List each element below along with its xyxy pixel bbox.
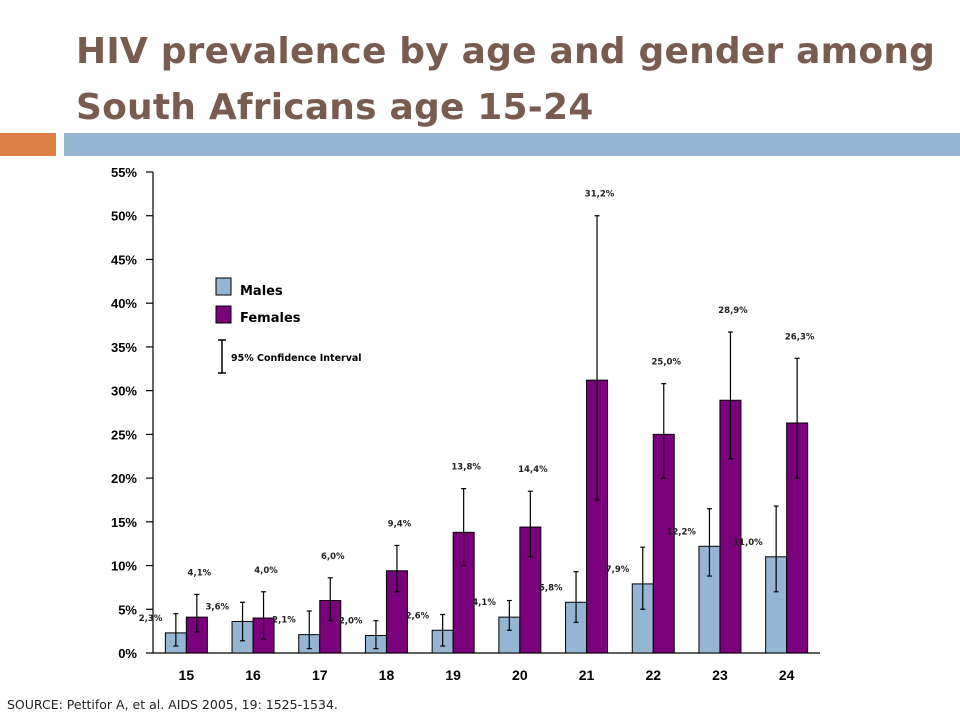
data-label-males-age-16: 3,6% <box>205 603 229 613</box>
y-tick-label: 45% <box>111 252 137 267</box>
x-tick-label: 24 <box>779 667 795 683</box>
x-tick: 24 <box>779 667 795 683</box>
data-label-males-age-15: 2,3% <box>139 614 163 624</box>
slide-title: HIV prevalence by age and gender among S… <box>76 31 936 128</box>
x-tick: 16 <box>245 667 261 683</box>
x-tick-label: 20 <box>512 667 528 683</box>
data-label-females-age-15: 4,1% <box>188 568 212 578</box>
y-tick-label: 5% <box>118 602 137 617</box>
error-bar-females-age-24 <box>794 357 800 479</box>
chart-data-labels: 2,3% 3,6% 2,1% 2,0% 2,6% 4,1% 5,8% 7,9% 12,2% 11,… <box>139 190 815 627</box>
chart-error-bars <box>173 215 800 650</box>
error-bar-females-age-21 <box>594 215 600 501</box>
data-label-males-age-23: 12,2% <box>666 527 696 537</box>
y-tick-label: 35% <box>111 340 137 355</box>
y-tick: 55% <box>111 165 153 180</box>
data-label-females-age-21: 31,2% <box>585 190 615 200</box>
x-tick-label: 16 <box>245 667 261 683</box>
error-bar-males-age-23 <box>706 508 712 577</box>
chart-bars <box>164 379 809 654</box>
data-label-females-age-22: 25,0% <box>652 358 682 368</box>
y-tick: 35% <box>111 340 153 355</box>
x-tick-label: 23 <box>712 667 728 683</box>
y-tick: 30% <box>111 384 153 399</box>
error-bar-females-age-20 <box>527 490 533 558</box>
data-label-males-age-20: 4,1% <box>472 598 496 608</box>
data-label-females-age-23: 28,9% <box>718 306 748 316</box>
source-note: SOURCE: Pettifor A, et al. AIDS 2005, 19… <box>7 697 338 712</box>
chart-legend: Males Females 95% Confidence Interval <box>215 277 362 374</box>
error-bar-males-age-22 <box>640 546 646 610</box>
x-tick-label: 19 <box>445 667 461 683</box>
data-label-females-age-17: 6,0% <box>321 552 345 562</box>
y-tick: 25% <box>111 427 153 442</box>
x-tick: 17 <box>312 667 328 683</box>
y-tick-label: 25% <box>111 427 137 442</box>
x-tick: 20 <box>512 667 528 683</box>
error-bar-females-age-19 <box>461 487 467 567</box>
error-bar-females-age-22 <box>661 383 667 479</box>
error-bar-males-age-20 <box>506 599 512 631</box>
x-tick: 23 <box>712 667 728 683</box>
error-bar-males-age-24 <box>773 505 779 593</box>
x-tick-label: 15 <box>179 667 195 683</box>
data-label-females-age-24: 26,3% <box>785 332 815 342</box>
y-tick: 10% <box>111 559 153 574</box>
data-label-females-age-19: 13,8% <box>451 463 481 473</box>
x-tick: 22 <box>645 667 661 683</box>
data-label-females-age-16: 4,0% <box>254 566 278 576</box>
x-tick-label: 21 <box>579 667 595 683</box>
error-bar-males-age-21 <box>573 571 579 623</box>
legend-ci-marker <box>218 339 226 374</box>
y-tick-label: 0% <box>118 646 137 661</box>
error-bar-females-age-18 <box>394 544 400 593</box>
y-tick: 5% <box>118 602 153 617</box>
y-tick-label: 50% <box>111 209 137 224</box>
title-accent-band-right <box>64 133 960 156</box>
error-bar-males-age-19 <box>440 613 446 647</box>
y-tick: 0% <box>118 646 153 661</box>
data-label-females-age-18: 9,4% <box>388 519 412 529</box>
x-tick: 19 <box>445 667 461 683</box>
error-bar-males-age-16 <box>240 601 246 642</box>
x-tick: 18 <box>379 667 395 683</box>
x-tick: 21 <box>579 667 595 683</box>
y-tick: 40% <box>111 296 153 311</box>
data-label-males-age-21: 5,8% <box>539 583 563 593</box>
error-bar-males-age-15 <box>173 613 179 647</box>
y-tick-label: 40% <box>111 296 137 311</box>
data-label-males-age-24: 11,0% <box>733 538 763 548</box>
y-tick: 20% <box>111 471 153 486</box>
x-tick-label: 17 <box>312 667 328 683</box>
data-label-males-age-17: 2,1% <box>272 616 296 626</box>
x-tick-label: 18 <box>379 667 395 683</box>
error-bar-females-age-23 <box>727 331 733 460</box>
y-tick: 45% <box>111 252 153 267</box>
data-label-males-age-18: 2,0% <box>339 617 363 627</box>
error-bar-males-age-18 <box>373 620 379 650</box>
x-tick-label: 22 <box>645 667 661 683</box>
y-tick-label: 55% <box>111 165 137 180</box>
data-label-males-age-22: 7,9% <box>606 565 630 575</box>
legend-label-females: Females <box>240 311 301 326</box>
legend-label-males: Males <box>240 284 283 299</box>
error-bar-females-age-15 <box>194 593 200 633</box>
x-tick: 15 <box>179 667 195 683</box>
y-tick-label: 20% <box>111 471 137 486</box>
legend-label-ci: 95% Confidence Interval <box>231 353 362 364</box>
y-tick-label: 30% <box>111 384 137 399</box>
y-tick: 50% <box>111 209 153 224</box>
data-label-females-age-20: 14,4% <box>518 465 548 475</box>
y-tick-label: 10% <box>111 559 137 574</box>
legend-swatch-females <box>215 305 232 324</box>
legend-swatch-males <box>215 277 232 296</box>
data-label-males-age-19: 2,6% <box>406 611 430 621</box>
error-bar-females-age-16 <box>261 591 267 640</box>
error-bar-females-age-17 <box>327 577 333 622</box>
y-tick-label: 15% <box>111 515 137 530</box>
y-tick: 15% <box>111 515 153 530</box>
error-bar-males-age-17 <box>306 610 312 650</box>
title-accent-band-left <box>0 133 56 156</box>
